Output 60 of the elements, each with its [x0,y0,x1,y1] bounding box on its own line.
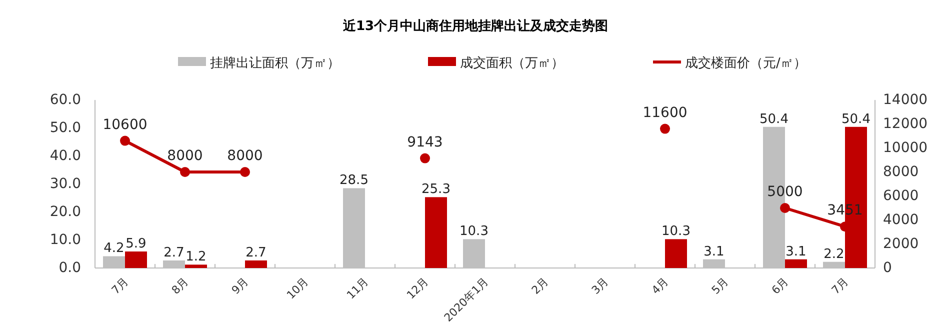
data-label: 3.1 [704,244,724,260]
data-label: 50.4 [842,112,870,127]
legend-label: 挂牌出让面积（万㎡） [210,56,340,71]
legend-label: 成交楼面价（元/㎡） [685,55,806,71]
x-tick-label: 8月 [169,274,192,297]
x-tick-label: 9月 [229,274,252,297]
y-tick-label: 50.0 [50,120,81,136]
y2-tick-label: 8000 [883,164,919,180]
x-tick-label: 6月 [769,274,792,297]
x-tick-label: 7月 [109,274,132,297]
y2-tick-label: 0 [883,260,892,276]
y2-tick-label: 10000 [883,140,928,156]
x-tick-label: 5月 [709,274,732,297]
x-tick-label: 7月 [829,274,852,297]
data-label: 8000 [227,148,263,164]
data-label: 9143 [407,134,443,150]
data-label: 2.2 [824,246,844,262]
x-tick-label: 2月 [529,274,552,297]
point [660,124,670,134]
y2-tick-label: 6000 [883,188,919,204]
data-label: 3.1 [786,244,806,260]
y-tick-label: 30.0 [50,176,81,192]
data-label: 10600 [102,116,148,133]
legend-label: 成交面积（万㎡） [460,55,564,71]
data-label: 11600 [642,104,688,121]
y-tick-label: 0.0 [58,260,81,276]
data-label: 1.2 [186,250,206,265]
x-tick-label: 10月 [284,274,312,302]
bar [185,264,207,268]
y2-tick-label: 2000 [883,236,919,252]
chart-title: 近13个月中山商住用地挂牌出让及成交走势图 [342,18,608,34]
data-label: 2.7 [246,245,266,260]
y2-tick-label: 14000 [883,92,928,108]
point [780,203,790,213]
y-tick-label: 20.0 [50,204,81,220]
x-tick-label: 12月 [404,274,432,302]
y2-tick-label: 4000 [883,212,919,228]
data-label: 50.4 [760,112,788,127]
x-tick-label: 11月 [344,274,372,302]
y-tick-label: 60.0 [50,92,81,108]
data-label: 8000 [167,148,203,164]
point [420,153,430,164]
data-label: 10.3 [662,224,690,240]
data-label: 28.5 [340,173,368,188]
data-label: 10.3 [460,224,488,240]
y2-tick-label: 12000 [883,116,928,132]
data-label: 25.3 [422,182,450,198]
x-tick-label: 3月 [589,274,612,297]
data-label: 2.7 [164,245,184,260]
y-tick-label: 10.0 [50,232,81,248]
bar [785,259,807,268]
bar [665,239,687,268]
x-tick-label: 4月 [649,274,672,297]
data-label: 5.9 [126,236,146,252]
bar [125,251,147,268]
bar [425,197,447,268]
data-label: 5000 [767,184,803,200]
data-label: 4.2 [104,241,124,256]
bar [245,260,267,268]
y-tick-label: 40.0 [50,148,81,164]
